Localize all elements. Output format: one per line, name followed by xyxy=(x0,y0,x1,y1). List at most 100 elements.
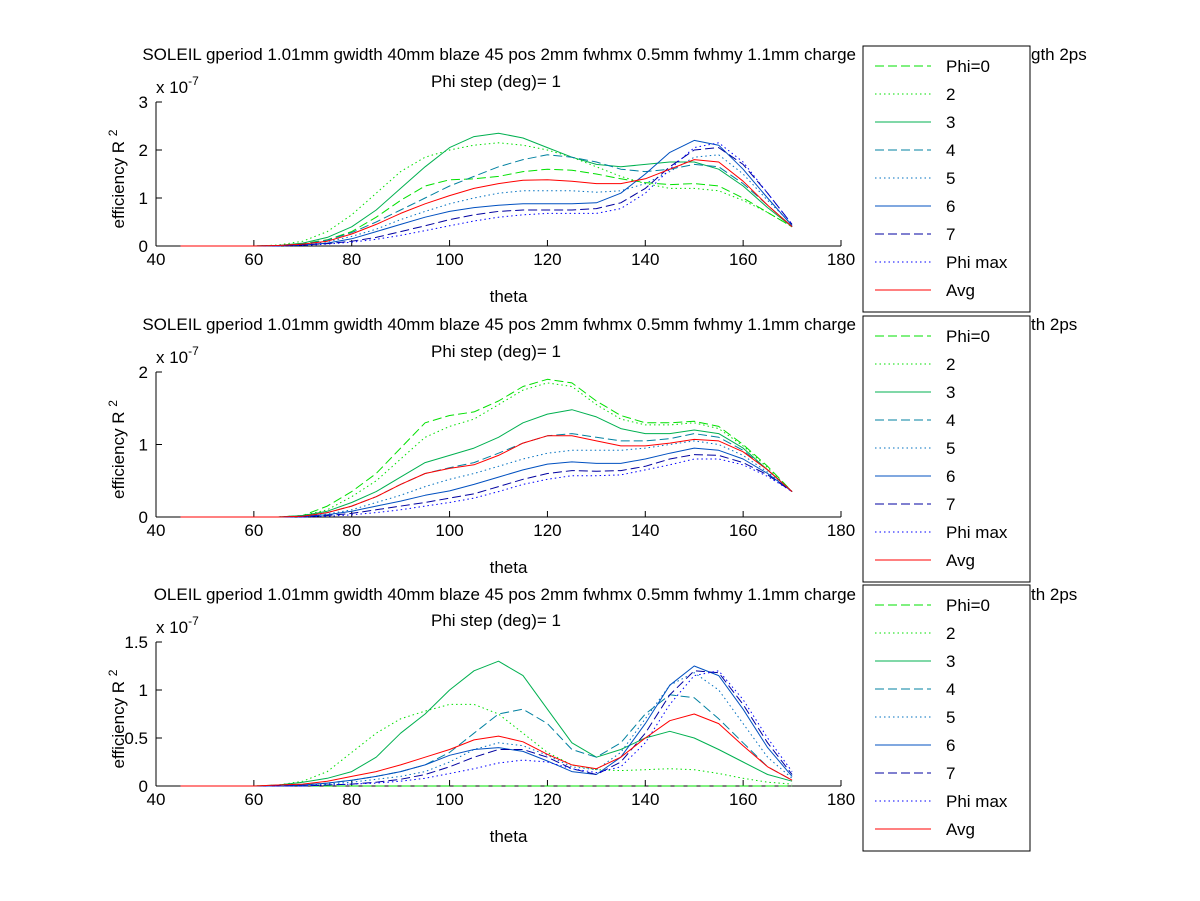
y-axis-label-superscript: 2 xyxy=(106,400,120,407)
series-line-7 xyxy=(180,670,793,787)
legend-box xyxy=(862,584,1031,852)
series-line-3 xyxy=(180,409,793,518)
y-tick-label: 2 xyxy=(139,141,148,160)
x-tick-label: 180 xyxy=(827,790,855,809)
y-exponent-superscript: -7 xyxy=(188,344,199,358)
x-tick-label: 40 xyxy=(147,790,166,809)
x-axis-label: theta xyxy=(490,287,528,306)
x-tick-label: 40 xyxy=(147,521,166,540)
legend-box xyxy=(862,45,1031,313)
x-tick-label: 140 xyxy=(631,790,659,809)
legend-entry: Avg xyxy=(946,551,975,570)
legend-entry: 6 xyxy=(946,736,955,755)
x-tick-label: 80 xyxy=(342,790,361,809)
x-tick-label: 180 xyxy=(827,250,855,269)
chart-panel-2: 40 60 80 100 120 140 160 180 0 1 2 theta efficiency … xyxy=(106,315,1077,583)
series-line-8 xyxy=(180,142,793,247)
legend-entry: 2 xyxy=(946,624,955,643)
series-line-8 xyxy=(180,458,793,518)
y-exponent-superscript: -7 xyxy=(188,614,199,628)
y-axis-label-superscript: 2 xyxy=(106,669,120,676)
series-line-4 xyxy=(180,694,793,787)
y-tick-label: 0 xyxy=(139,777,148,796)
x-tick-label: 120 xyxy=(533,521,561,540)
legend-box xyxy=(862,315,1031,583)
legend-entry: 2 xyxy=(946,85,955,104)
series-line-1 xyxy=(180,378,793,518)
x-tick-label: 120 xyxy=(533,790,561,809)
chart-title-suffix: th 2ps xyxy=(1031,315,1077,334)
y-tick-label: 1 xyxy=(139,681,148,700)
chart-title: SOLEIL gperiod 1.01mm gwidth 40mm blaze … xyxy=(142,315,856,334)
legend-entry: 7 xyxy=(946,764,955,783)
series-line-2 xyxy=(180,142,793,247)
x-tick-label: 160 xyxy=(729,521,757,540)
y-exponent-label: x 10-7 xyxy=(156,614,199,637)
y-tick-label: 0.5 xyxy=(124,729,148,748)
series-line-6 xyxy=(180,665,793,787)
x-tick-label: 80 xyxy=(342,250,361,269)
y-axis-label: efficiency R 2 xyxy=(106,669,128,768)
series-line-5 xyxy=(180,154,793,247)
legend-entry: Phi max xyxy=(946,253,1008,272)
series-line-4 xyxy=(180,433,793,518)
x-tick-label: 100 xyxy=(435,250,463,269)
legend-entry: 4 xyxy=(946,411,955,430)
chart-subtitle: Phi step (deg)= 1 xyxy=(431,342,561,361)
x-axis-label: theta xyxy=(490,558,528,577)
x-axis-label: theta xyxy=(490,827,528,846)
legend-entry: Phi=0 xyxy=(946,57,990,76)
series-line-9 xyxy=(180,159,793,247)
x-tick-label: 160 xyxy=(729,790,757,809)
y-tick-label: 1 xyxy=(139,189,148,208)
series-line-7 xyxy=(180,147,793,247)
x-tick-label: 140 xyxy=(631,250,659,269)
x-tick-label: 40 xyxy=(147,250,166,269)
series-line-7 xyxy=(180,454,793,518)
y-axis-label: efficiency R 2 xyxy=(106,129,128,228)
x-tick-label: 140 xyxy=(631,521,659,540)
x-tick-label: 120 xyxy=(533,250,561,269)
series-line-4 xyxy=(180,154,793,247)
legend-entry: 3 xyxy=(946,383,955,402)
legend-entry: Avg xyxy=(946,820,975,839)
x-tick-label: 60 xyxy=(244,790,263,809)
legend-entry: 5 xyxy=(946,439,955,458)
x-tick-label: 100 xyxy=(435,790,463,809)
series-line-6 xyxy=(180,139,793,247)
chart-title-suffix: gth 2ps xyxy=(1031,45,1087,64)
series-line-2 xyxy=(180,382,793,518)
y-tick-label: 0 xyxy=(139,237,148,256)
legend-entry: 4 xyxy=(946,141,955,160)
legend-entry: 5 xyxy=(946,708,955,727)
legend-entry: 7 xyxy=(946,495,955,514)
chart-subtitle: Phi step (deg)= 1 xyxy=(431,72,561,91)
y-tick-label: 0 xyxy=(139,508,148,527)
x-tick-label: 60 xyxy=(244,521,263,540)
series-line-6 xyxy=(180,447,793,518)
legend-entry: 4 xyxy=(946,680,955,699)
x-tick-label: 100 xyxy=(435,521,463,540)
y-tick-label: 2 xyxy=(139,363,148,382)
series-line-8 xyxy=(180,670,793,787)
y-exponent-label: x 10-7 xyxy=(156,74,199,97)
legend-entry: Phi=0 xyxy=(946,596,990,615)
y-tick-label: 3 xyxy=(139,93,148,112)
y-axis-label: efficiency R 2 xyxy=(106,400,128,499)
chart-panel-3: 40 60 80 100 120 140 160 180 0 0.5 1 1.5 theta effici… xyxy=(106,584,1077,852)
chart-title-suffix: th 2ps xyxy=(1031,585,1077,604)
series-line-9 xyxy=(180,713,793,787)
series-line-9 xyxy=(180,435,793,518)
chart-title: OLEIL gperiod 1.01mm gwidth 40mm blaze 4… xyxy=(154,585,856,604)
y-axis-label-superscript: 2 xyxy=(106,129,120,136)
legend-entry: Phi max xyxy=(946,792,1008,811)
x-tick-label: 180 xyxy=(827,521,855,540)
legend-entry: 7 xyxy=(946,225,955,244)
y-exponent-label: x 10-7 xyxy=(156,344,199,367)
chart-panel-1: 40 60 80 100 120 140 160 180 0 1 2 3 theta efficiency… xyxy=(106,45,1087,313)
x-tick-label: 60 xyxy=(244,250,263,269)
legend-entry: 3 xyxy=(946,113,955,132)
chart-subtitle: Phi step (deg)= 1 xyxy=(431,611,561,630)
x-tick-label: 80 xyxy=(342,521,361,540)
